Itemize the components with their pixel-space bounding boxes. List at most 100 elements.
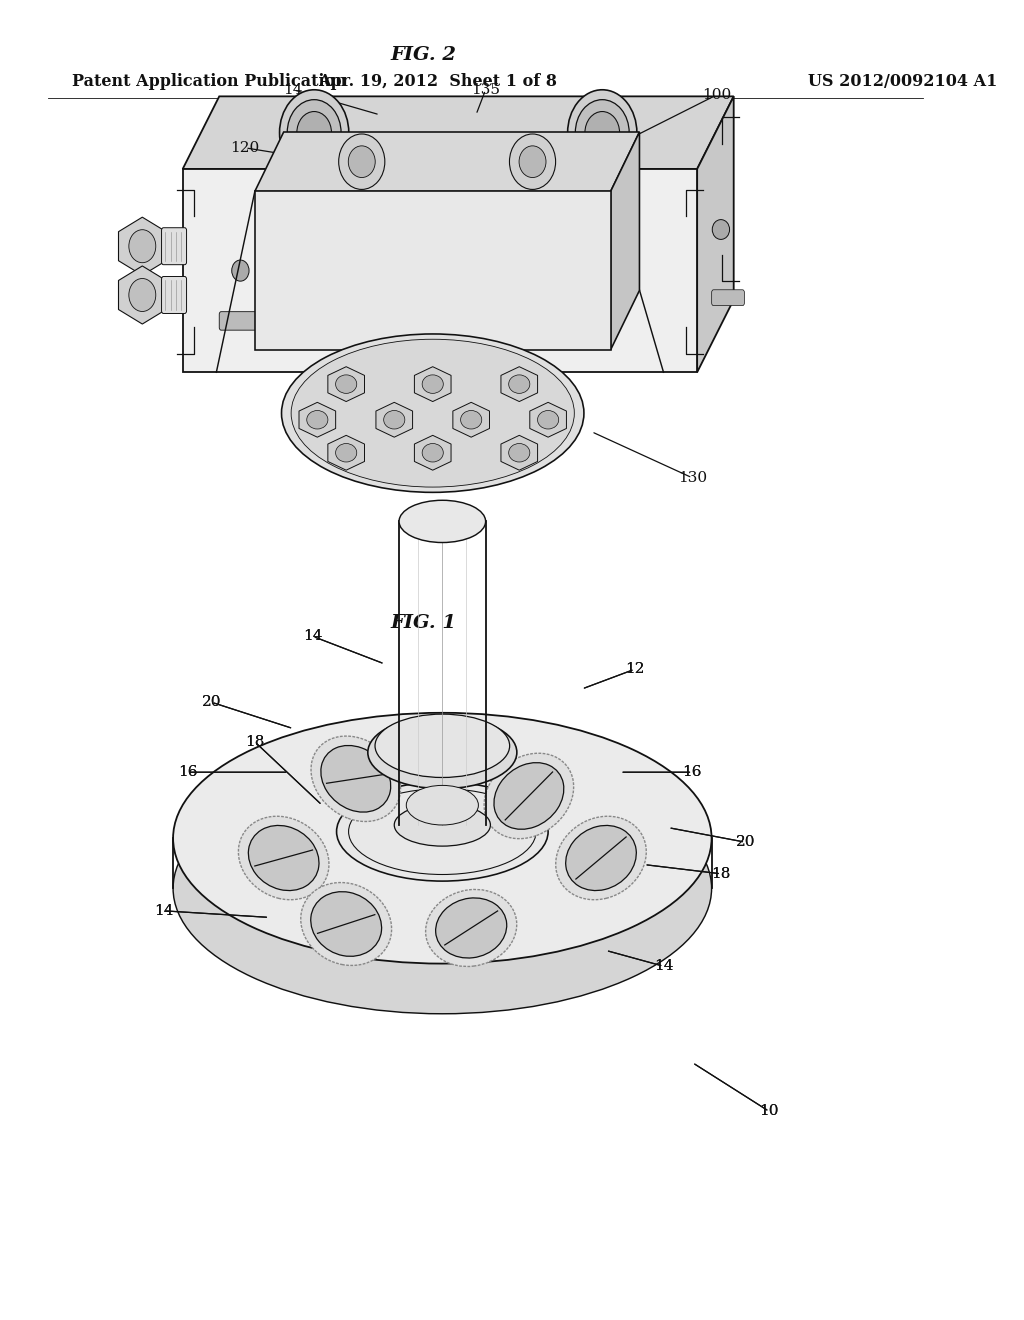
Ellipse shape [297, 112, 332, 153]
Ellipse shape [336, 375, 356, 393]
Ellipse shape [336, 444, 356, 462]
Ellipse shape [422, 444, 443, 462]
Ellipse shape [173, 763, 712, 1014]
Ellipse shape [510, 135, 556, 190]
Text: 16: 16 [683, 766, 702, 779]
Text: Patent Application Publication: Patent Application Publication [72, 74, 347, 90]
Ellipse shape [129, 230, 156, 263]
Text: 14: 14 [154, 904, 173, 917]
Text: 20: 20 [202, 696, 221, 709]
Text: 10: 10 [760, 1105, 779, 1118]
Polygon shape [501, 436, 538, 470]
Ellipse shape [375, 714, 510, 777]
Ellipse shape [307, 411, 328, 429]
Text: 14: 14 [154, 904, 173, 917]
Text: 20: 20 [735, 836, 755, 849]
Ellipse shape [339, 135, 385, 190]
Ellipse shape [280, 90, 349, 176]
Text: 18: 18 [712, 867, 731, 880]
Ellipse shape [565, 825, 636, 891]
Ellipse shape [239, 816, 329, 900]
Text: 12: 12 [625, 663, 644, 676]
Polygon shape [182, 96, 734, 169]
Ellipse shape [509, 375, 529, 393]
Ellipse shape [435, 898, 507, 958]
Polygon shape [119, 218, 166, 276]
Ellipse shape [337, 781, 548, 882]
Ellipse shape [301, 883, 391, 965]
Ellipse shape [231, 260, 249, 281]
Text: 18: 18 [712, 867, 731, 880]
Ellipse shape [484, 754, 573, 838]
Ellipse shape [555, 900, 599, 924]
Ellipse shape [310, 892, 382, 956]
Polygon shape [415, 436, 451, 470]
FancyBboxPatch shape [219, 312, 266, 330]
Polygon shape [119, 265, 166, 323]
Polygon shape [453, 403, 489, 437]
Text: 14: 14 [303, 630, 323, 643]
Ellipse shape [556, 816, 646, 900]
Ellipse shape [519, 147, 546, 177]
Ellipse shape [291, 339, 574, 487]
Text: US 2012/0092104 A1: US 2012/0092104 A1 [808, 74, 997, 90]
Polygon shape [529, 403, 566, 437]
Polygon shape [328, 436, 365, 470]
Ellipse shape [384, 411, 404, 429]
Ellipse shape [399, 500, 485, 543]
Polygon shape [376, 403, 413, 437]
Ellipse shape [713, 219, 729, 239]
Text: 130: 130 [678, 471, 707, 484]
Text: 100: 100 [701, 88, 731, 102]
Ellipse shape [321, 746, 391, 812]
Ellipse shape [348, 147, 375, 177]
Text: 12: 12 [625, 663, 644, 676]
Text: 135: 135 [471, 83, 500, 96]
FancyBboxPatch shape [162, 228, 186, 265]
Ellipse shape [173, 713, 712, 964]
Polygon shape [182, 169, 697, 372]
Ellipse shape [509, 444, 529, 462]
Ellipse shape [311, 737, 400, 821]
Polygon shape [299, 403, 336, 437]
Ellipse shape [494, 763, 564, 829]
Ellipse shape [421, 900, 464, 924]
Text: 120: 120 [230, 141, 260, 154]
Text: 14: 14 [284, 83, 303, 96]
Ellipse shape [407, 785, 478, 825]
Polygon shape [328, 367, 365, 401]
Ellipse shape [282, 334, 584, 492]
FancyBboxPatch shape [712, 290, 744, 306]
Ellipse shape [394, 804, 490, 846]
Ellipse shape [368, 715, 517, 788]
Polygon shape [255, 132, 639, 191]
Text: FIG. 2: FIG. 2 [390, 46, 456, 65]
Text: 20: 20 [202, 696, 221, 709]
Text: 16: 16 [178, 766, 198, 779]
Text: 16: 16 [683, 766, 702, 779]
Text: 20: 20 [735, 836, 755, 849]
Text: Apr. 19, 2012  Sheet 1 of 8: Apr. 19, 2012 Sheet 1 of 8 [318, 74, 557, 90]
Ellipse shape [426, 890, 517, 966]
Ellipse shape [286, 900, 330, 924]
Text: 16: 16 [178, 766, 198, 779]
Ellipse shape [585, 112, 620, 153]
Polygon shape [255, 191, 610, 350]
Text: 10: 10 [760, 1105, 779, 1118]
Text: 14: 14 [653, 960, 673, 973]
Text: 14: 14 [303, 630, 323, 643]
Polygon shape [697, 96, 734, 372]
Ellipse shape [575, 100, 629, 166]
Text: 18: 18 [245, 735, 264, 748]
Polygon shape [610, 132, 639, 350]
Ellipse shape [129, 279, 156, 312]
Text: 14: 14 [653, 960, 673, 973]
Ellipse shape [249, 825, 319, 891]
Polygon shape [415, 367, 451, 401]
FancyBboxPatch shape [162, 276, 186, 313]
Ellipse shape [422, 375, 443, 393]
Text: 18: 18 [245, 735, 264, 748]
Polygon shape [501, 367, 538, 401]
Ellipse shape [461, 411, 481, 429]
Ellipse shape [287, 100, 341, 166]
